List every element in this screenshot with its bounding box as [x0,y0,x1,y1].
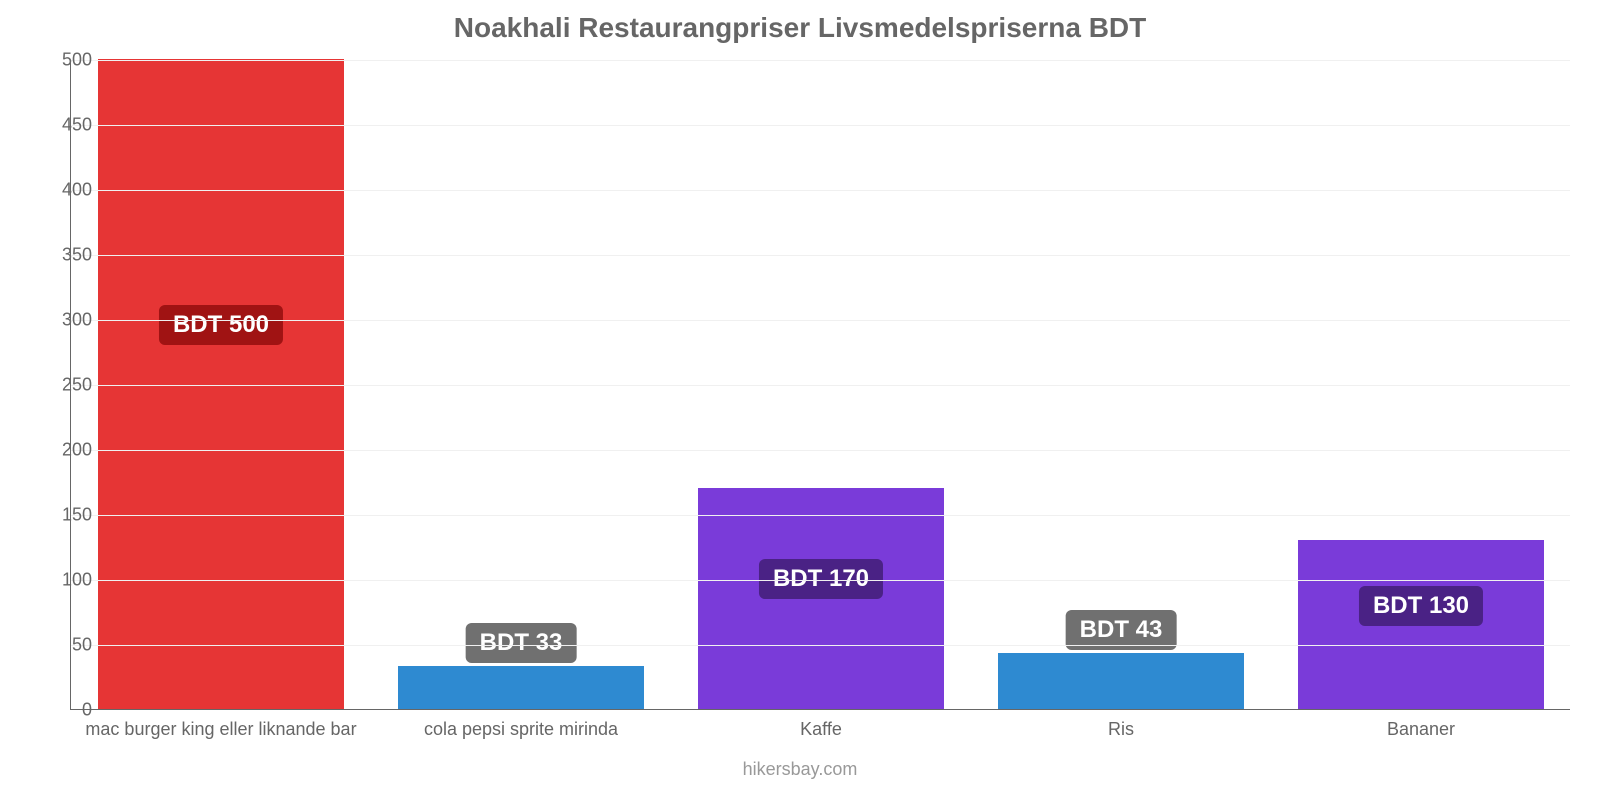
ytick-label: 150 [32,505,92,526]
x-axis-label: Ris [1108,719,1134,740]
ytick-label: 500 [32,50,92,71]
chart-title: Noakhali Restaurangpriser Livsmedelspris… [0,12,1600,44]
chart-caption: hikersbay.com [0,759,1600,780]
gridline [71,515,1570,516]
bar-value-label: BDT 500 [159,305,283,345]
x-axis-label: mac burger king eller liknande bar [85,719,356,740]
ytick-label: 400 [32,180,92,201]
gridline [71,60,1570,61]
ytick-label: 450 [32,115,92,136]
bar-value-label: BDT 33 [466,623,577,663]
bar [98,59,344,709]
gridline [71,190,1570,191]
ytick-label: 100 [32,570,92,591]
ytick-label: 200 [32,440,92,461]
ytick-label: 250 [32,375,92,396]
gridline [71,450,1570,451]
gridline [71,645,1570,646]
gridline [71,580,1570,581]
ytick-label: 300 [32,310,92,331]
ytick-label: 0 [32,700,92,721]
gridline [71,125,1570,126]
bar [398,666,644,709]
ytick-label: 50 [32,635,92,656]
bar [998,653,1244,709]
bar-value-label: BDT 130 [1359,586,1483,626]
x-axis-label: Bananer [1387,719,1455,740]
gridline [71,320,1570,321]
bar-value-label: BDT 170 [759,559,883,599]
ytick-label: 350 [32,245,92,266]
x-axis-label: cola pepsi sprite mirinda [424,719,618,740]
chart-container: Noakhali Restaurangpriser Livsmedelspris… [0,0,1600,800]
gridline [71,385,1570,386]
plot-area: BDT 500mac burger king eller liknande ba… [70,60,1570,710]
x-axis-label: Kaffe [800,719,842,740]
gridline [71,255,1570,256]
